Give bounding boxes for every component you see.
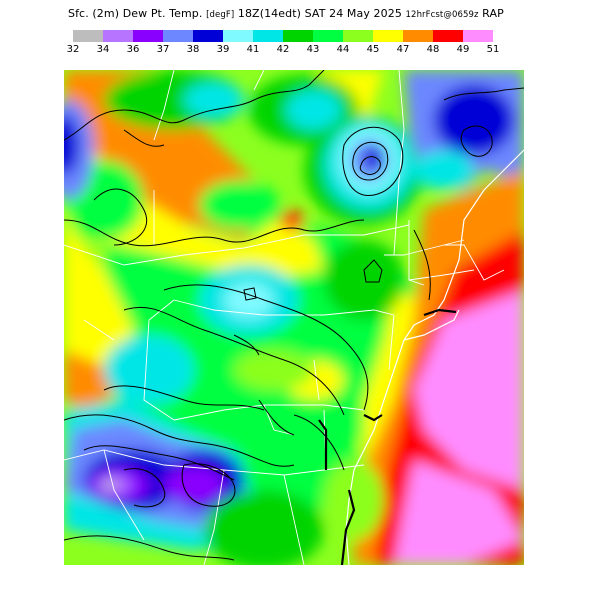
legend-swatch bbox=[133, 30, 163, 42]
state-boundaries bbox=[64, 70, 505, 565]
legend-swatch bbox=[283, 30, 313, 42]
dewpoint-map bbox=[64, 70, 524, 565]
legend-swatch bbox=[463, 30, 493, 42]
legend-tick: 44 bbox=[336, 44, 350, 55]
legend-swatch bbox=[73, 30, 103, 42]
title-model: RAP bbox=[482, 7, 504, 20]
legend-tick: 34 bbox=[96, 44, 110, 55]
legend-swatch bbox=[163, 30, 193, 42]
legend-tick: 42 bbox=[276, 44, 290, 55]
legend-tick-labels: 32 34 36 37 38 39 41 42 43 44 45 47 48 4… bbox=[58, 44, 538, 58]
legend-swatch bbox=[403, 30, 433, 42]
legend-swatch bbox=[253, 30, 283, 42]
title-units: [degF] bbox=[206, 10, 235, 20]
coastline bbox=[345, 149, 524, 565]
legend-swatch bbox=[433, 30, 463, 42]
legend-tick: 48 bbox=[426, 44, 440, 55]
title-run-info: 12hrFcst@0659z bbox=[405, 10, 479, 20]
legend-swatch bbox=[193, 30, 223, 42]
legend-tick: 47 bbox=[396, 44, 410, 55]
legend-tick: 39 bbox=[216, 44, 230, 55]
legend-swatch bbox=[313, 30, 343, 42]
legend-tick: 38 bbox=[186, 44, 200, 55]
color-legend bbox=[73, 30, 493, 42]
dewpoint-fill-layer bbox=[64, 70, 524, 565]
legend-tick: 37 bbox=[156, 44, 170, 55]
coastal-boundary-lines bbox=[318, 308, 457, 565]
legend-swatch bbox=[103, 30, 133, 42]
map-title: Sfc. (2m) Dew Pt. Temp. [degF] 18Z(14edt… bbox=[68, 7, 504, 20]
legend-tick: 36 bbox=[126, 44, 140, 55]
legend-tick: 51 bbox=[486, 44, 500, 55]
legend-tick: 41 bbox=[246, 44, 260, 55]
legend-swatch bbox=[373, 30, 403, 42]
title-valid-time: 18Z(14edt) SAT 24 May 2025 bbox=[237, 7, 402, 20]
legend-tick: 32 bbox=[66, 44, 80, 55]
legend-tick: 49 bbox=[456, 44, 470, 55]
legend-swatch bbox=[343, 30, 373, 42]
title-product: Sfc. (2m) Dew Pt. Temp. bbox=[68, 7, 203, 20]
legend-tick: 45 bbox=[366, 44, 380, 55]
dewpoint-contours bbox=[64, 70, 524, 561]
legend-swatch bbox=[223, 30, 253, 42]
legend-tick: 43 bbox=[306, 44, 320, 55]
